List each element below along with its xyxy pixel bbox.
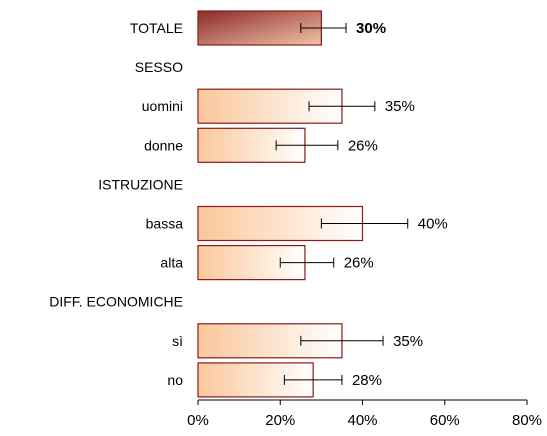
error-bar xyxy=(283,374,343,385)
error-bar xyxy=(300,23,347,33)
bar-row: uomini 35% xyxy=(142,88,415,124)
data-label: 26% xyxy=(348,137,378,154)
x-tick-label: 60% xyxy=(430,412,460,429)
data-label: 35% xyxy=(385,98,415,115)
data-label: 30% xyxy=(356,20,386,37)
category-label: TOTALE xyxy=(130,20,183,36)
data-label: 35% xyxy=(393,333,423,350)
bar-row: no 28% xyxy=(167,362,382,398)
group-label: SESSO xyxy=(135,59,183,75)
category-label: bassa xyxy=(146,216,184,232)
data-label: 26% xyxy=(344,255,374,272)
error-bar xyxy=(300,335,384,346)
data-label: 28% xyxy=(352,372,382,389)
bar-row: sì 35% xyxy=(172,323,423,359)
category-label: alta xyxy=(160,255,183,271)
bar-row: bassa 40% xyxy=(146,205,448,242)
bar-row: alta 26% xyxy=(160,245,374,281)
x-tick-label: 40% xyxy=(347,412,377,429)
group-label: DIFF. ECONOMICHE xyxy=(49,294,183,310)
error-bar xyxy=(275,140,339,151)
error-bar xyxy=(308,101,376,112)
x-tick-label: 0% xyxy=(187,412,209,429)
group-label: ISTRUZIONE xyxy=(98,176,183,192)
chart-rows: TOTALE 30% SESSO uomini 35% donne 26% ISTRUZION… xyxy=(49,10,448,398)
category-label: sì xyxy=(172,333,183,349)
x-axis: 0% 20% 40% 60% 80% xyxy=(187,399,542,429)
x-tick-label: 80% xyxy=(512,412,542,429)
category-label: donne xyxy=(144,137,183,153)
bar xyxy=(197,245,306,281)
category-label: uomini xyxy=(142,98,183,114)
data-label: 40% xyxy=(418,216,448,233)
category-label: no xyxy=(167,372,183,388)
x-tick-label: 20% xyxy=(265,412,295,429)
bar-row: TOTALE 30% xyxy=(130,10,386,46)
error-bar xyxy=(320,218,409,229)
error-bar xyxy=(279,257,335,268)
bar-row: donne 26% xyxy=(144,127,378,163)
